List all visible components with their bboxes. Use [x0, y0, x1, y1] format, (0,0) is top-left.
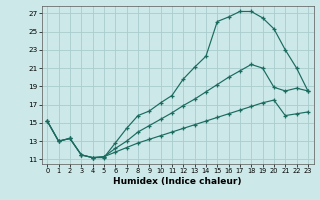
X-axis label: Humidex (Indice chaleur): Humidex (Indice chaleur) — [113, 177, 242, 186]
